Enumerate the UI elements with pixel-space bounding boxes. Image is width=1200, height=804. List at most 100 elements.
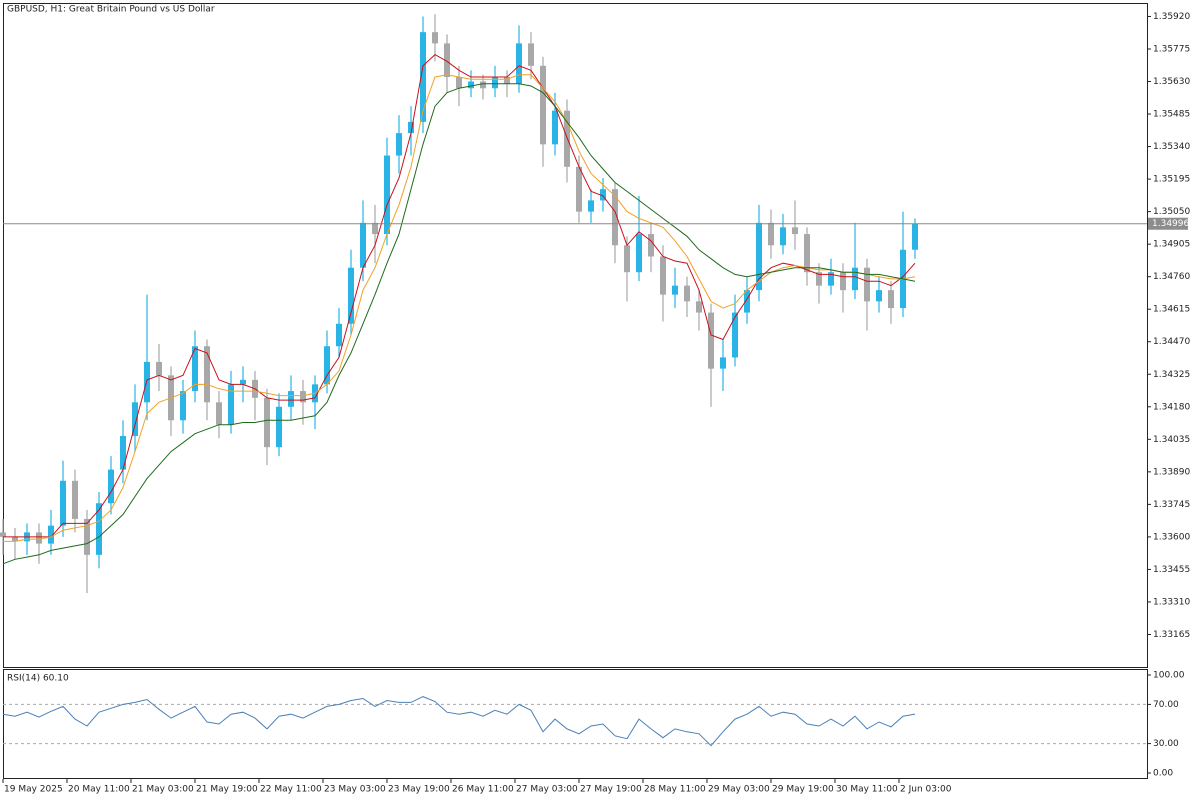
y-tick-label: 1.34325 <box>1153 370 1190 380</box>
candle-body <box>756 222 762 291</box>
candle-body <box>288 391 294 407</box>
candle-body <box>192 346 198 392</box>
x-tick-label: 23 May 19:00 <box>388 785 450 795</box>
moving-average <box>2 83 916 565</box>
candle-body <box>504 77 510 84</box>
y-tick-label: 1.34905 <box>1153 240 1190 250</box>
candle-body <box>528 43 534 66</box>
candle-body <box>240 379 246 385</box>
current-price-box <box>1148 217 1188 230</box>
x-tick-label: 21 May 03:00 <box>132 785 194 795</box>
rsi-label: RSI(14) 60.10 <box>7 674 69 684</box>
y-tick-label: 1.33165 <box>1153 630 1190 640</box>
candle-body <box>696 301 702 313</box>
candle-body <box>672 285 678 295</box>
candle-body <box>372 222 378 235</box>
candle-body <box>204 346 210 403</box>
candle-body <box>468 81 474 89</box>
candle-body <box>180 391 186 421</box>
candle-body <box>516 43 522 84</box>
candle-body <box>624 245 630 273</box>
y-tick-label: 1.35920 <box>1153 12 1190 22</box>
y-tick-label: 1.35050 <box>1153 207 1190 217</box>
candle-body <box>576 166 582 212</box>
x-tick-label: 23 May 03:00 <box>324 785 386 795</box>
rsi-tick-label: 100.00 <box>1153 671 1185 681</box>
candle-body <box>360 222 366 268</box>
candle-body <box>864 267 870 302</box>
candle-body <box>408 121 414 134</box>
candle-body <box>684 285 690 302</box>
candle-body <box>432 32 438 44</box>
rsi-tick-label: 70.00 <box>1153 700 1179 710</box>
candle-body <box>396 133 402 156</box>
candle-body <box>276 406 282 448</box>
y-tick-label: 1.34035 <box>1153 435 1190 445</box>
candle-body <box>792 227 798 235</box>
candle-body <box>492 77 498 89</box>
candle-body <box>768 222 774 246</box>
x-tick-label: 2 Jun 03:00 <box>900 785 952 795</box>
moving-average <box>3 53 916 538</box>
x-tick-label: 26 May 11:00 <box>452 785 514 795</box>
candle-body <box>480 81 486 89</box>
candle-body <box>444 43 450 78</box>
x-tick-label: 28 May 11:00 <box>644 785 706 795</box>
y-tick-label: 1.33745 <box>1153 500 1190 510</box>
y-tick-label: 1.35630 <box>1153 77 1190 87</box>
candle-body <box>84 518 90 555</box>
y-tick-label: 1.33455 <box>1153 565 1190 575</box>
candle-body <box>588 200 594 212</box>
x-tick-label: 27 May 03:00 <box>516 785 578 795</box>
y-tick-label: 1.34615 <box>1153 305 1190 315</box>
candle-body <box>324 346 330 385</box>
candle-body <box>804 234 810 273</box>
candle-body <box>420 32 426 122</box>
rsi-tick-label: 30.00 <box>1153 739 1179 749</box>
rsi-tick-label: 0.00 <box>1153 769 1173 779</box>
x-tick-label: 30 May 11:00 <box>836 785 898 795</box>
y-tick-label: 1.33600 <box>1153 532 1190 542</box>
y-tick-label: 1.33310 <box>1153 597 1190 607</box>
candle-body <box>612 189 618 246</box>
x-tick-label: 29 May 19:00 <box>772 785 834 795</box>
candle-body <box>12 536 18 542</box>
x-tick-label: 21 May 19:00 <box>196 785 258 795</box>
candle-body <box>108 469 114 504</box>
x-tick-label: 20 May 11:00 <box>68 785 130 795</box>
candle-body <box>552 110 558 145</box>
candle-body <box>348 267 354 324</box>
candle-body <box>336 323 342 347</box>
candle-body <box>36 532 42 544</box>
candle-body <box>0 532 6 537</box>
candle-body <box>876 290 882 302</box>
price-panel <box>3 3 1148 668</box>
y-tick-label: 1.35195 <box>1153 175 1190 185</box>
candle-body <box>456 77 462 89</box>
candle-body <box>744 290 750 313</box>
rsi-panel <box>3 669 1148 779</box>
candle-body <box>96 503 102 555</box>
y-tick-label: 1.35340 <box>1153 142 1190 152</box>
x-tick-label: 29 May 03:00 <box>708 785 770 795</box>
y-tick-label: 1.34470 <box>1153 337 1190 347</box>
chart-title: GBPUSD, H1: Great Britain Pound vs US Do… <box>7 5 215 15</box>
rsi-line <box>2 696 916 747</box>
candle-body <box>120 435 126 470</box>
candle-body <box>852 267 858 291</box>
candle-body <box>228 384 234 425</box>
candle-body <box>300 391 306 403</box>
candle-body <box>156 361 162 376</box>
candle-body <box>132 402 138 436</box>
candle-body <box>720 357 726 369</box>
x-tick-label: 19 May 2025 <box>4 785 63 795</box>
candle-body <box>732 312 738 358</box>
candle-body <box>216 402 222 425</box>
y-tick-label: 1.34760 <box>1153 272 1190 282</box>
candle-body <box>648 234 654 257</box>
x-tick-label: 27 May 19:00 <box>580 785 642 795</box>
y-tick-label: 1.34180 <box>1153 402 1190 412</box>
candle-body <box>816 272 822 286</box>
current-price-label: 1.34996 <box>1152 219 1189 229</box>
candle-body <box>660 256 666 295</box>
